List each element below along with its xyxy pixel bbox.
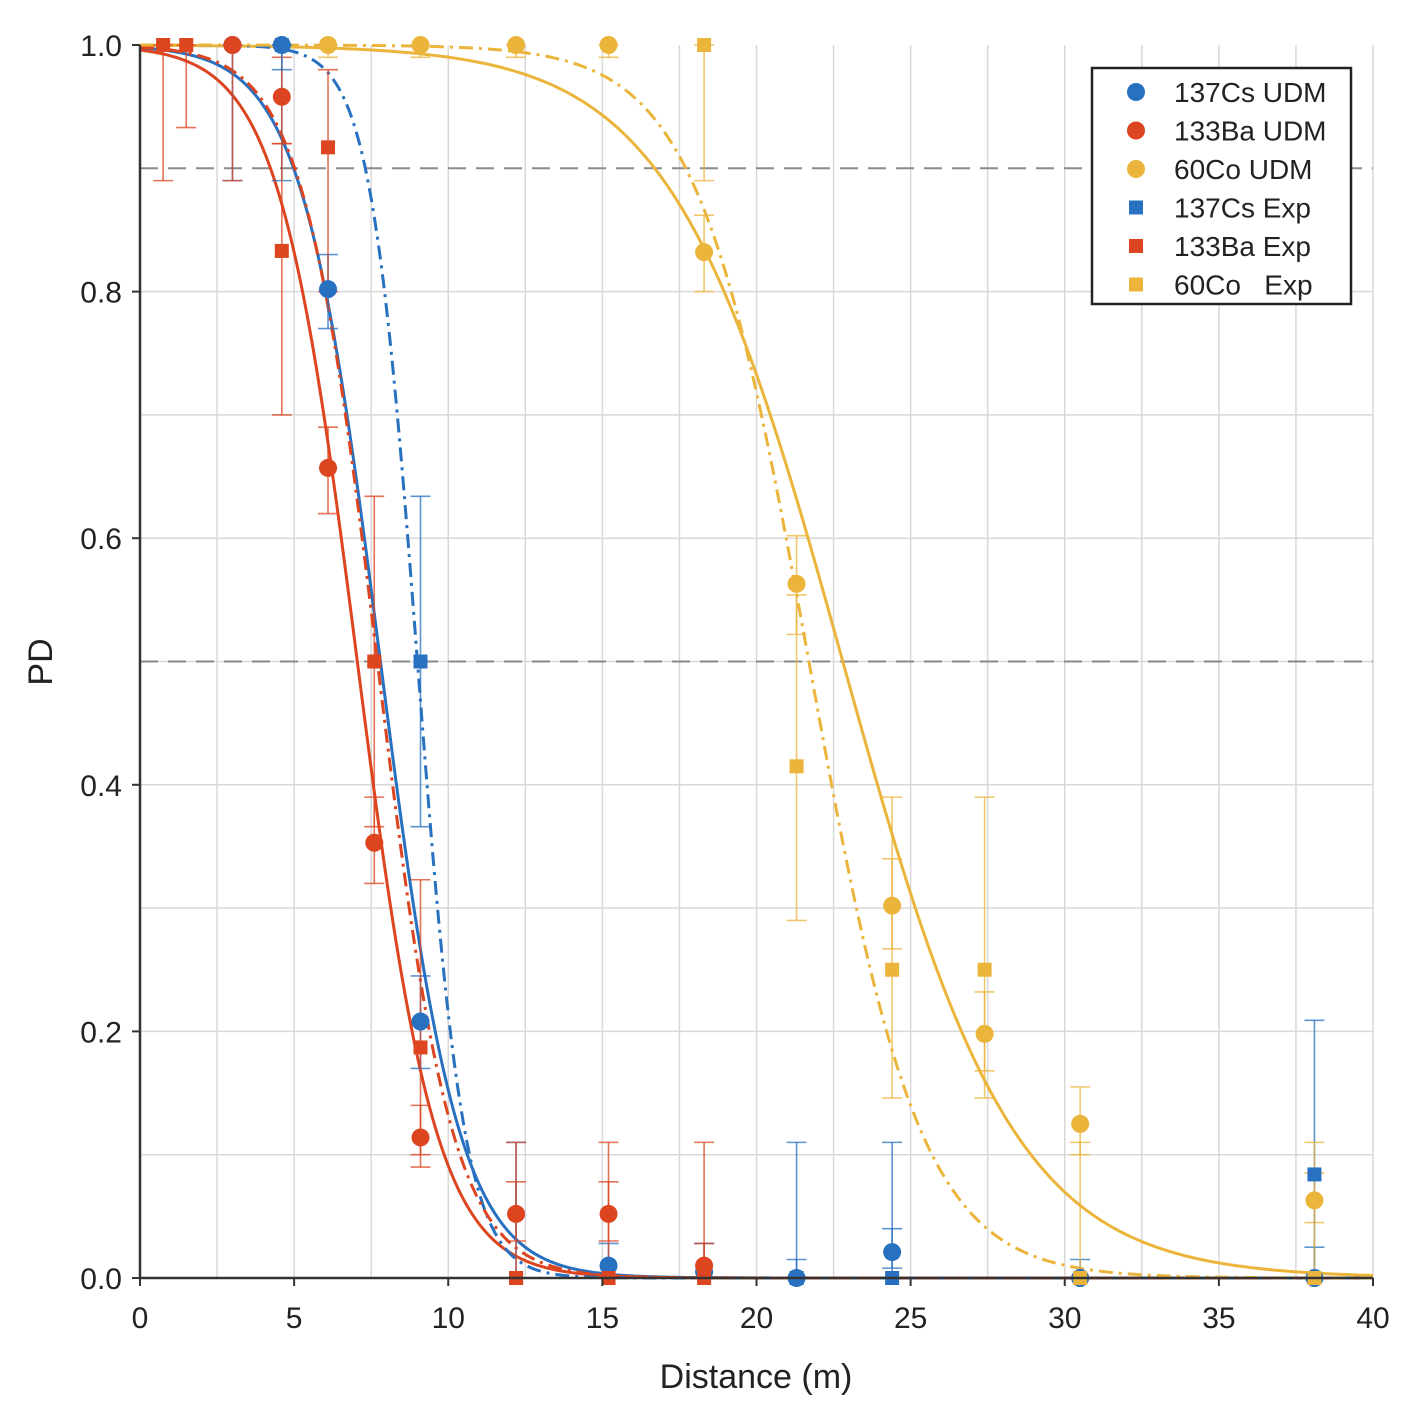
- data-point: [1305, 1191, 1324, 1210]
- legend-marker: [1127, 83, 1145, 101]
- legend-label: 137Cs Exp: [1174, 193, 1311, 224]
- data-point: [977, 962, 992, 977]
- data-point: [319, 36, 338, 54]
- data-point: [413, 654, 428, 669]
- legend-box: [1090, 66, 1353, 306]
- x-tick-label: 10: [432, 1302, 465, 1335]
- y-tick-labels: 0.0 0.2 0.4 0.6 0.8 1.0: [80, 30, 140, 1296]
- data-point: [1071, 1114, 1090, 1133]
- data-point: [599, 1204, 618, 1223]
- x-tick-label: 35: [1202, 1302, 1235, 1335]
- legend-label: 60Co Exp: [1174, 270, 1313, 301]
- data-point: [883, 896, 902, 915]
- data-point: [156, 38, 171, 52]
- data-point: [413, 1040, 428, 1055]
- data-point: [367, 654, 382, 669]
- data-point: [319, 458, 338, 477]
- y-tick-label: 0.4: [80, 770, 122, 803]
- data-point: [883, 1243, 902, 1262]
- x-axis-title: Distance (m): [660, 1358, 853, 1396]
- data-point: [272, 87, 291, 106]
- legend-marker: [1127, 160, 1145, 178]
- data-point: [319, 280, 338, 299]
- x-tick-label: 15: [586, 1302, 619, 1335]
- data-point: [365, 833, 384, 852]
- data-point: [599, 36, 618, 54]
- data-point: [411, 36, 430, 54]
- legend-label: 137Cs UDM: [1174, 77, 1326, 108]
- legend-marker: [1129, 239, 1143, 253]
- y-tick-label: 0.0: [80, 1263, 122, 1296]
- data-point: [975, 1024, 994, 1043]
- data-point: [789, 759, 804, 774]
- x-tick-label: 40: [1356, 1302, 1389, 1335]
- legend: 137Cs UDM 133Ba UDM 60Co UDM 137Cs Exp 133Ba…: [1090, 66, 1353, 306]
- y-axis-title: PD: [22, 638, 60, 685]
- data-point: [599, 1256, 618, 1275]
- legend-marker: [1129, 277, 1143, 292]
- x-tick-label: 30: [1048, 1302, 1081, 1335]
- legend-label: 133Ba Exp: [1174, 231, 1311, 262]
- legend-label: 133Ba UDM: [1174, 116, 1327, 147]
- data-point: [507, 1204, 526, 1223]
- fit-curve: [139, 43, 1374, 1277]
- y-tick-label: 1.0: [80, 30, 122, 63]
- y-tick-label: 0.6: [80, 523, 122, 556]
- data-point: [321, 140, 336, 155]
- data-point: [1307, 1167, 1322, 1182]
- reference-lines: [140, 167, 1373, 663]
- y-tick-label: 0.2: [80, 1016, 122, 1049]
- legend-marker: [1127, 121, 1145, 140]
- data-point: [695, 243, 714, 262]
- x-tick-label: 5: [286, 1302, 303, 1335]
- legend-marker: [1129, 200, 1143, 215]
- data-markers: [156, 36, 1324, 1287]
- data-point: [885, 962, 900, 977]
- data-point: [787, 574, 806, 593]
- x-tick-label: 25: [894, 1302, 927, 1335]
- data-point: [179, 38, 194, 52]
- y-tick-label: 0.8: [80, 277, 122, 310]
- data-point: [411, 1012, 430, 1031]
- data-point: [697, 38, 712, 52]
- fit-curve: [140, 43, 1374, 1280]
- legend-label: 60Co UDM: [1174, 154, 1312, 185]
- data-point: [223, 36, 242, 54]
- data-point: [411, 1128, 430, 1147]
- x-tick-label: 20: [740, 1302, 773, 1335]
- data-point: [274, 243, 289, 258]
- x-tick-label: 0: [132, 1302, 149, 1335]
- data-point: [507, 36, 526, 54]
- data-point: [695, 1256, 714, 1275]
- data-point: [274, 38, 289, 52]
- x-tick-labels: 0 5 10 15 20 25 30 35 40: [132, 1278, 1390, 1335]
